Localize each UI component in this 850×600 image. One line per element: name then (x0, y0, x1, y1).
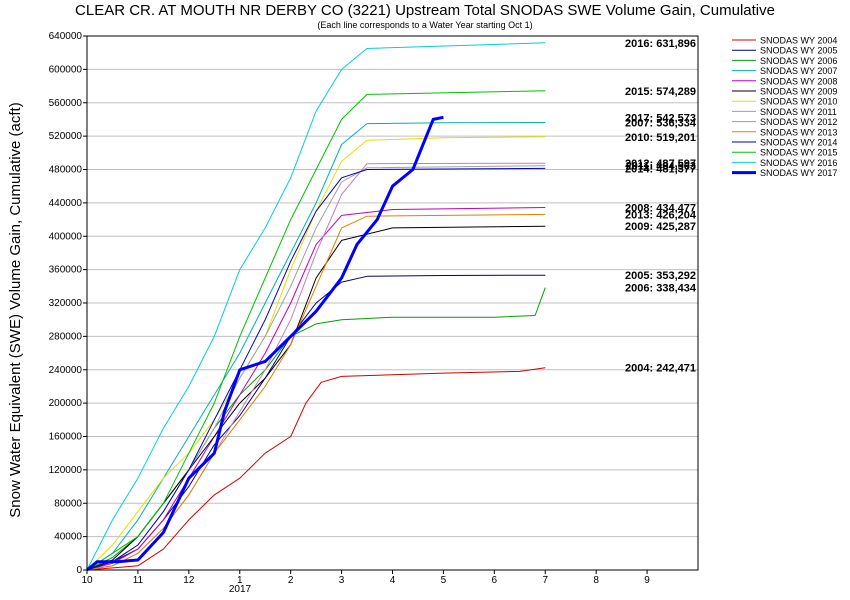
series-end-label: 2006: 338,434 (625, 283, 697, 295)
y-tick-label: 640000 (49, 31, 83, 42)
series-line (86, 274, 546, 571)
series-end-label: 2009: 425,287 (625, 221, 696, 233)
x-tick-label: 5 (441, 575, 447, 586)
series-end-label: 2008: 434,477 (625, 202, 696, 214)
legend-label: SNODAS WY 2012 (760, 117, 837, 127)
x-tick-label: 6 (492, 575, 498, 586)
y-axis-ticks: 0 40000 80000 120000 160000 200000 240000 28000… (49, 31, 87, 576)
series-line (86, 165, 546, 571)
legend-label: SNODAS WY 2009 (760, 87, 837, 97)
x-tick-label: 1 (237, 575, 243, 586)
y-tick-label: 400000 (49, 231, 83, 242)
x-tick-label: 11 (133, 575, 144, 586)
y-tick-label: 200000 (49, 398, 83, 409)
legend-label: SNODAS WY 2005 (760, 46, 837, 56)
series-line (86, 90, 546, 571)
series-line (86, 287, 546, 571)
series-end-label: 2005: 353,292 (625, 270, 696, 282)
y-tick-label: 520000 (49, 131, 83, 142)
plot-frame (86, 35, 699, 571)
y-tick-label: 240000 (49, 365, 83, 376)
x-tick-label: 3 (339, 575, 345, 586)
legend-label: SNODAS WY 2014 (760, 138, 837, 148)
legend-label: SNODAS WY 2015 (760, 148, 837, 158)
legend-label: SNODAS WY 2006 (760, 56, 837, 66)
legend-label: SNODAS WY 2010 (760, 97, 837, 107)
y-tick-label: 600000 (49, 64, 83, 75)
series-end-label: 2012: 487,597 (625, 158, 696, 170)
y-tick-label: 320000 (49, 298, 83, 309)
x-tick-label: 8 (593, 575, 599, 586)
series-line (86, 115, 444, 572)
series-line (86, 42, 546, 571)
chart-subtitle: (Each line corresponds to a Water Year s… (317, 20, 533, 30)
y-tick-label: 0 (76, 565, 82, 576)
x-tick-label: 7 (542, 575, 548, 586)
x-tick-label: 12 (183, 575, 195, 586)
y-tick-label: 160000 (49, 432, 83, 443)
legend-label: SNODAS WY 2013 (760, 127, 837, 137)
series-line (86, 225, 546, 571)
y-tick-label: 440000 (49, 198, 83, 209)
x-year-label: 2017 (229, 584, 252, 595)
y-tick-label: 560000 (49, 98, 83, 109)
y-tick-label: 280000 (49, 331, 83, 342)
series-end-label: 2004: 242,471 (625, 363, 696, 375)
series-line (86, 207, 546, 571)
series-line (86, 213, 546, 571)
series-end-label: 2017: 542,573 (625, 112, 696, 124)
x-axis-ticks: 10 11 12 1 2 3 4 5 6 7 8 9 (81, 570, 650, 586)
legend-label: SNODAS WY 2016 (760, 158, 837, 168)
series-end-label: 2011: 484,563 (626, 161, 696, 173)
y-axis-label: Snow Water Equivalent (SWE) Volume Gain,… (7, 102, 24, 517)
series-end-label: 2010: 519,201 (625, 132, 696, 144)
series-lines (86, 42, 546, 572)
y-tick-label: 480000 (49, 165, 83, 176)
chart-title: CLEAR CR. AT MOUTH NR DERBY CO (3221) Up… (75, 2, 775, 19)
x-tick-label: 4 (390, 575, 396, 586)
series-line (86, 122, 546, 571)
series-end-label: 2014: 481,377 (625, 163, 696, 175)
legend-label: SNODAS WY 2017 (760, 168, 837, 178)
series-end-label: 2013: 426,204 (625, 209, 697, 221)
y-tick-label: 40000 (54, 532, 82, 543)
legend-label: SNODAS WY 2011 (760, 107, 837, 117)
y-tick-label: 360000 (49, 265, 83, 276)
series-line (86, 367, 546, 571)
y-tick-label: 120000 (49, 465, 83, 476)
legend-label: SNODAS WY 2007 (760, 66, 837, 76)
series-line (86, 162, 546, 571)
series-end-label: 2015: 574,289 (625, 86, 696, 98)
y-tick-label: 80000 (54, 498, 82, 509)
x-tick-label: 10 (81, 575, 93, 586)
legend-label: SNODAS WY 2004 (760, 36, 837, 46)
legend-label: SNODAS WY 2008 (760, 76, 837, 86)
series-end-label: 2016: 631,896 (625, 38, 696, 50)
series-end-label: 2007: 536,334 (625, 117, 697, 129)
x-tick-label: 2 (288, 575, 294, 586)
x-tick-label: 9 (644, 575, 650, 586)
